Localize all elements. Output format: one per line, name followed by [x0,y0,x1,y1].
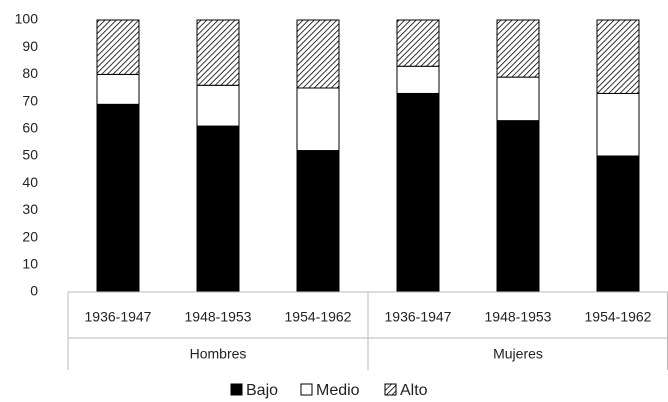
y-tick-label: 0 [30,283,38,299]
x-tick-label: 1954-1962 [285,309,352,325]
legend-label: Bajo [246,382,278,399]
bar-segment [396,92,440,293]
bar-segment [96,73,140,105]
y-tick-label: 80 [22,65,38,81]
y-tick-label: 50 [22,147,38,163]
legend-swatch [300,383,313,396]
legend-swatch [384,383,397,396]
legend-label: Medio [316,382,360,399]
legend-label: Alto [400,382,428,399]
bar-segment [396,19,440,67]
group-label: Mujeres [493,346,543,362]
x-tick-label: 1954-1962 [585,309,652,325]
y-tick-label: 70 [22,92,38,108]
bar-segment [196,84,240,127]
bar-segment [196,125,240,293]
y-tick-label: 30 [22,201,38,217]
x-tick-label: 1936-1947 [385,309,452,325]
x-tick-label: 1936-1947 [85,309,152,325]
bar-segment [96,19,140,75]
bar-segment [296,150,340,293]
y-tick-label: 10 [22,256,38,272]
bar-segment [296,87,340,152]
bar-segment [596,92,640,157]
y-tick-label: 100 [15,11,39,27]
y-tick-label: 90 [22,38,38,54]
bar-segment [496,76,540,122]
bar-segment [196,19,240,86]
bar-segment [596,155,640,293]
x-tick-label: 1948-1953 [185,309,252,325]
bar-segment [596,19,640,94]
bar-segment [496,19,540,78]
y-tick-label: 20 [22,228,38,244]
bar-segment [96,103,140,293]
y-tick-label: 40 [22,174,38,190]
bar-segment [396,65,440,94]
legend-swatch [230,383,243,396]
y-tick-label: 60 [22,120,38,136]
group-label: Hombres [190,346,247,362]
bar-segment [496,120,540,293]
bar-segment [296,19,340,89]
x-tick-label: 1948-1953 [485,309,552,325]
